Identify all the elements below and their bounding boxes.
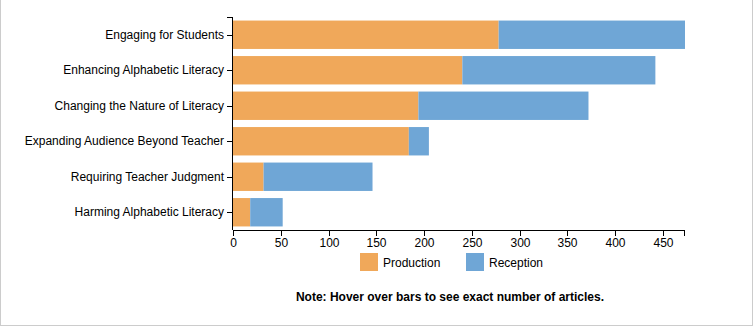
bar[interactable]: [233, 92, 418, 120]
y-tick-label: Expanding Audience Beyond Teacher: [25, 134, 224, 148]
legend-label: Production: [383, 256, 440, 270]
bar[interactable]: [233, 163, 264, 191]
bar[interactable]: [233, 21, 499, 49]
legend-label: Reception: [489, 256, 543, 270]
y-tick: [227, 35, 233, 36]
y-tick-label: Engaging for Students: [105, 28, 224, 42]
y-tick-label: Harming Alphabetic Literacy: [75, 205, 224, 219]
x-range-end: [684, 230, 685, 236]
bar[interactable]: [418, 92, 588, 120]
y-tick-label: Requiring Teacher Judgment: [71, 170, 225, 184]
bar[interactable]: [264, 163, 373, 191]
legend-swatch: [466, 253, 484, 271]
x-tick-label: 0: [230, 236, 237, 250]
chart: 0 50 100 150 200 250 300 350 400 450 Engaging for …: [0, 0, 753, 328]
y-tick: [227, 212, 233, 213]
x-tick-label: 450: [653, 236, 673, 250]
bar[interactable]: [409, 127, 429, 155]
x-tick-label: 200: [414, 236, 434, 250]
legend-swatch: [360, 253, 378, 271]
y-axis: Engaging for Students Enhancing Alphabeti…: [25, 17, 233, 230]
y-tick: [227, 70, 233, 71]
x-tick-label: 250: [462, 236, 482, 250]
x-axis: 0 50 100 150 200 250 300 350 400 450: [230, 230, 685, 250]
bar[interactable]: [499, 21, 685, 49]
bar[interactable]: [233, 127, 409, 155]
x-tick-label: 350: [557, 236, 577, 250]
y-tick: [227, 177, 233, 178]
bar[interactable]: [233, 56, 462, 84]
x-tick-label: 400: [605, 236, 625, 250]
bars: [233, 21, 685, 227]
x-axis-line: [233, 230, 685, 231]
bar[interactable]: [462, 56, 655, 84]
bar[interactable]: [250, 198, 282, 226]
x-tick-label: 100: [319, 236, 339, 250]
y-axis-line: [232, 17, 233, 230]
y-tick-label: Enhancing Alphabetic Literacy: [63, 63, 224, 77]
x-tick-label: 300: [510, 236, 530, 250]
x-tick-label: 50: [275, 236, 289, 250]
annotation: Note: Hover over bars to see exact numbe…: [296, 290, 604, 304]
bar[interactable]: [233, 198, 250, 226]
legend: Production Reception: [360, 253, 543, 271]
y-axis-cap: [227, 17, 233, 18]
x-tick-label: 150: [366, 236, 386, 250]
y-tick: [227, 141, 233, 142]
y-tick-label: Changing the Nature of Literacy: [55, 99, 224, 113]
y-tick: [227, 106, 233, 107]
